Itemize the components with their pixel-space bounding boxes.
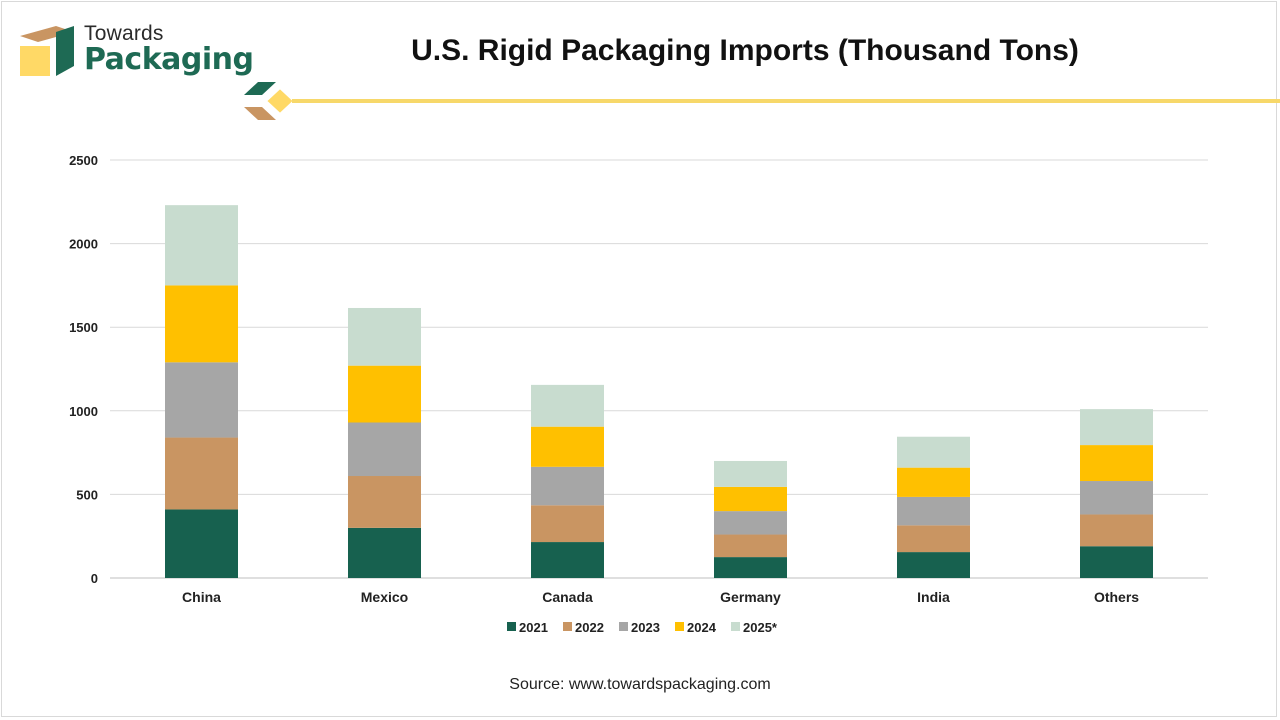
bar-segment — [531, 426, 604, 467]
bar-segment — [1080, 481, 1153, 515]
bar-segment — [897, 496, 970, 526]
y-tick-label: 0 — [91, 571, 98, 586]
bar-segment — [165, 362, 238, 438]
brand-logo[interactable]: Towards Packaging — [16, 22, 254, 82]
y-tick-label: 1000 — [69, 404, 98, 419]
bar-segment — [348, 527, 421, 578]
x-axis-labels: China Mexico Canada Germany India Others — [182, 589, 1139, 605]
legend-swatch — [507, 622, 516, 631]
legend-label: 2025* — [743, 620, 778, 635]
bar-segment — [1080, 409, 1153, 446]
y-tick-label: 2000 — [69, 237, 98, 252]
y-tick-label: 2500 — [69, 153, 98, 168]
gridlines — [110, 159, 1208, 579]
legend-swatch — [731, 622, 740, 631]
legend-label: 2023 — [631, 620, 660, 635]
divider-diamond-green — [244, 82, 276, 95]
source-note: Source: www.towardspackaging.com — [509, 676, 771, 693]
bar-segment — [165, 437, 238, 510]
legend-swatch — [619, 622, 628, 631]
bar-segment — [531, 505, 604, 543]
bar-segment — [348, 365, 421, 423]
bar-segment — [1080, 445, 1153, 482]
logo-text-towards: Towards — [84, 22, 164, 45]
bar-segment — [1080, 514, 1153, 547]
bar-segment — [1080, 546, 1153, 578]
bar-segment — [714, 511, 787, 535]
bars — [165, 205, 1153, 578]
legend: 2021 2022 2023 2024 2025* — [507, 620, 778, 635]
x-tick-label: Mexico — [361, 589, 408, 605]
y-axis-ticks: 0 500 1000 1500 2000 2500 — [69, 153, 98, 586]
y-tick-label: 500 — [76, 487, 98, 502]
legend-label: 2022 — [575, 620, 604, 635]
bar-segment — [897, 552, 970, 578]
divider-line — [292, 99, 1280, 103]
x-tick-label: China — [182, 589, 221, 605]
x-tick-label: India — [917, 589, 950, 605]
x-tick-label: Germany — [720, 589, 781, 605]
box-logo-icon — [20, 26, 74, 76]
bar-segment — [165, 285, 238, 363]
stacked-bar-chart: 0 500 1000 1500 2000 2500 China Mexico Canada Ge… — [69, 153, 1208, 635]
bar-segment — [714, 557, 787, 578]
bar-segment — [897, 525, 970, 553]
title-divider — [244, 82, 1280, 120]
bar-segment — [165, 509, 238, 578]
legend-label: 2021 — [519, 620, 548, 635]
bar-segment — [714, 534, 787, 558]
x-tick-label: Canada — [542, 589, 593, 605]
bar-segment — [714, 486, 787, 512]
bar-segment — [531, 466, 604, 506]
legend-swatch — [563, 622, 572, 631]
bar-segment — [897, 436, 970, 468]
bar-segment — [348, 476, 421, 528]
page-title: U.S. Rigid Packaging Imports (Thousand T… — [411, 34, 1079, 67]
bar-segment — [348, 307, 421, 366]
bar-segment — [714, 460, 787, 487]
bar-segment — [531, 384, 604, 427]
divider-diamond-tan — [244, 107, 276, 120]
legend-swatch — [675, 622, 684, 631]
x-tick-label: Others — [1094, 589, 1139, 605]
y-tick-label: 1500 — [69, 320, 98, 335]
bar-segment — [348, 422, 421, 477]
bar-segment — [165, 205, 238, 286]
divider-diamond-yellow — [264, 86, 296, 116]
bar-segment — [897, 467, 970, 497]
bar-segment — [531, 542, 604, 578]
legend-label: 2024 — [687, 620, 717, 635]
logo-text-packaging: Packaging — [84, 42, 254, 77]
